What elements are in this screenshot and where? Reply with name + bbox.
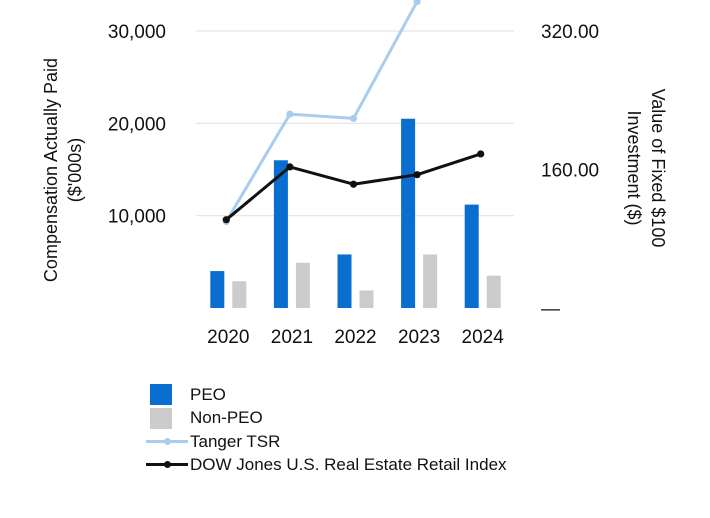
point-tanger-tsr-2022: [349, 114, 358, 123]
bar-non-peo-2024: [486, 275, 501, 308]
legend-label-tanger-tsr: Tanger TSR: [190, 431, 281, 451]
legend-label-peo: PEO: [190, 384, 226, 404]
right-tick-label: 320.00: [541, 22, 599, 43]
legend-swatch-non-peo: [148, 407, 174, 429]
bar-peo-2021: [273, 160, 288, 308]
right-tick-label: —: [541, 299, 560, 320]
point-tanger-tsr-2021: [286, 110, 294, 118]
bar-peo-2020: [210, 271, 225, 308]
bar-peo-2022: [337, 254, 352, 308]
legend-item-dow-jones-index: DOW Jones U.S. Real Estate Retail Index: [146, 454, 507, 478]
right-axis-title: Value of Fixed $100Investment ($): [624, 89, 668, 248]
left-tick-label: 10,000: [108, 207, 166, 228]
bar-non-peo-2022: [359, 290, 374, 308]
right-tick-label: 160.00: [541, 161, 599, 182]
x-tick-label: 2021: [271, 327, 313, 348]
point-dow-jones-u-s-real-estate-retail-index-2020: [222, 216, 230, 224]
legend-item-tanger-tsr: Tanger TSR: [146, 430, 507, 454]
x-tick-label: 2024: [462, 327, 505, 348]
x-tick-label: 2020: [207, 327, 249, 348]
x-tick-label: 2023: [398, 327, 440, 348]
bar-non-peo-2021: [295, 262, 310, 308]
left-axis-title: Compensation Actually Paid ($'000s): [41, 58, 85, 282]
legend-item-peo: PEO: [148, 383, 507, 407]
bar-non-peo-2023: [423, 254, 438, 308]
legend-label-dow-jones-index: DOW Jones U.S. Real Estate Retail Index: [190, 455, 507, 475]
legend-swatch-tanger-tsr: [146, 432, 188, 452]
bar-non-peo-2020: [232, 281, 247, 308]
bar-peo-2024: [464, 204, 479, 308]
legend-label-non-peo: Non-PEO: [190, 408, 263, 428]
legend-swatch-dow-jones-index: [146, 455, 188, 475]
combo-chart: 30,000 20,000 10,000 320.00 160.00 — Compensat…: [41, 0, 668, 348]
point-tanger-tsr-2023: [413, 0, 421, 6]
chart-legend: PEO Non-PEO Tanger TSR DOW Jones U.S. Re…: [146, 383, 507, 478]
point-dow-jones-u-s-real-estate-retail-index-2023: [413, 171, 421, 179]
bar-peo-2023: [401, 118, 416, 308]
point-dow-jones-u-s-real-estate-retail-index-2021: [286, 163, 294, 171]
legend-swatch-peo: [148, 384, 174, 406]
x-tick-label: 2022: [334, 327, 376, 348]
left-tick-label: 20,000: [108, 114, 166, 135]
legend-item-non-peo: Non-PEO: [148, 407, 507, 431]
point-dow-jones-u-s-real-estate-retail-index-2022: [349, 180, 358, 188]
point-dow-jones-u-s-real-estate-retail-index-2024: [477, 150, 485, 158]
left-tick-label: 30,000: [108, 22, 166, 43]
